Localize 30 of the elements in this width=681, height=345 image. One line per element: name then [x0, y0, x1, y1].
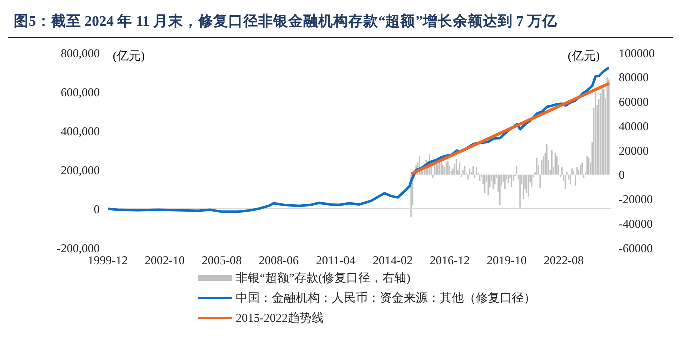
y-tick-label: 200,000 [61, 163, 100, 178]
x-tick-label: 2005-08 [202, 254, 242, 268]
x-tick-label: 2016-12 [430, 254, 470, 268]
legend-label: 非银“超额”存款(修复口径，右轴) [236, 270, 411, 286]
y2-tick-label: 100000 [619, 46, 655, 60]
y2-tick-label: 0 [619, 168, 625, 182]
x-tick-label: 2011-04 [316, 254, 356, 268]
y2-tick-label: -40000 [619, 216, 653, 231]
x-tick-label: 2008-06 [259, 254, 300, 268]
x-tick-label: 2022-08 [544, 254, 584, 268]
legend-label: 2015-2022趋势线 [236, 310, 324, 326]
y-tick-label: -200,000 [57, 241, 100, 256]
x-tick-label: 1999-12 [88, 254, 128, 268]
y-tick-label: 600,000 [61, 85, 100, 100]
y-tick-label: 400,000 [61, 124, 100, 138]
legend-label: 中国：金融机构：人民币：资金来源：其他（修复口径） [236, 290, 536, 306]
x-tick-label: 2014-02 [373, 254, 414, 268]
y2-tick-label: 40000 [619, 119, 649, 134]
y2-axis-title: (亿元) [568, 48, 600, 65]
x-tick-label: 2002-10 [145, 254, 186, 268]
chart-title: 图5：截至 2024 年 11 月末，修复口径非银金融机构存款“超额”增长余额达到 7 万亿 [8, 8, 673, 38]
y2-tick-label: -20000 [619, 192, 653, 207]
y-tick-label: 0 [94, 202, 100, 216]
y2-tick-label: 20000 [619, 144, 649, 158]
y2-tick-label: 80000 [619, 70, 649, 85]
y-axis-title: (亿元) [113, 48, 145, 65]
y-tick-label: 800,000 [61, 46, 100, 60]
y2-tick-label: 60000 [619, 95, 649, 110]
x-tick-label: 2019-10 [487, 254, 528, 268]
y2-tick-label: -60000 [619, 241, 653, 256]
